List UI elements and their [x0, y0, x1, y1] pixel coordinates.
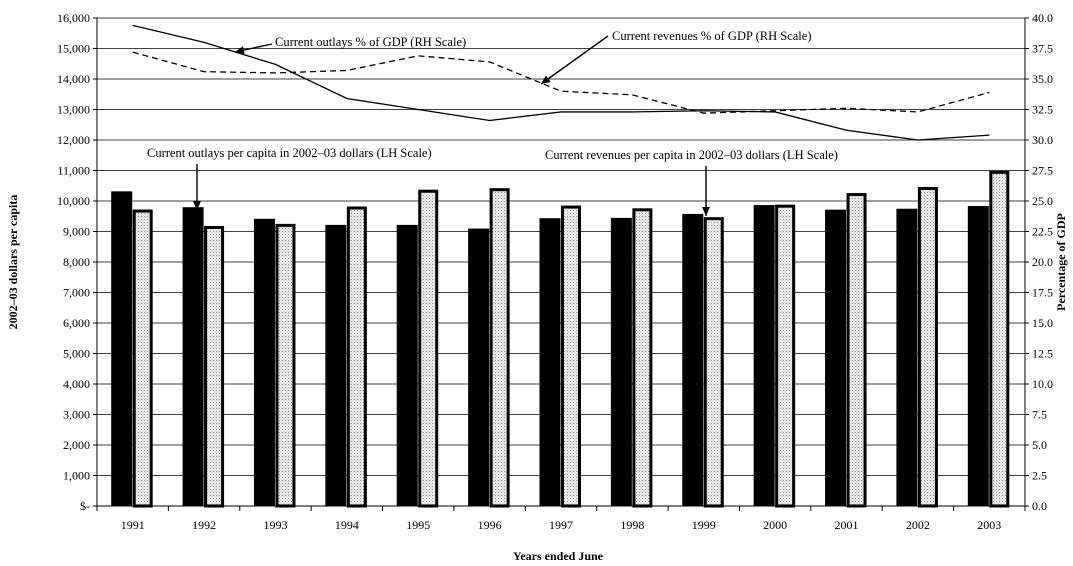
right-tick-label: 7.5: [1032, 408, 1047, 422]
left-tick-label: 1,000: [63, 469, 90, 483]
left-tick-label: 6,000: [63, 316, 90, 330]
left-tick-label: 15,000: [57, 42, 90, 56]
right-tick-label: 40.0: [1032, 11, 1053, 25]
left-tick-label: 14,000: [57, 72, 90, 86]
right-tick-label: 37.5: [1032, 42, 1053, 56]
annotation-arrow-head: [702, 207, 710, 216]
left-tick-label: 9,000: [63, 225, 90, 239]
line-outlays-pct-gdp: [132, 24, 990, 141]
annotation-arrow-head: [193, 201, 201, 210]
left-tick-label: 7,000: [63, 286, 90, 300]
right-tick-label: 2.5: [1032, 469, 1047, 483]
x-axis-title: Years ended June: [513, 549, 604, 563]
left-tick-label: 10,000: [57, 194, 90, 208]
annotation-arrow-head: [235, 46, 245, 55]
right-tick-label: 20.0: [1032, 255, 1053, 269]
bar-revenues-per-capita: [489, 188, 510, 508]
right-tick-label: 30.0: [1032, 133, 1053, 147]
x-tick-label: 2001: [835, 518, 859, 532]
left-tick-label: 8,000: [63, 255, 90, 269]
right-tick-label: 12.5: [1032, 347, 1053, 361]
annotation-label: Current outlays per capita in 2002–03 do…: [147, 146, 432, 160]
bar-outlays-per-capita: [967, 205, 989, 507]
x-tick-label: 1998: [620, 518, 644, 532]
annotation-label: Current outlays % of GDP (RH Scale): [275, 35, 466, 49]
bar-outlays-per-capita: [825, 209, 847, 507]
bar-revenues-per-capita: [418, 189, 439, 508]
bar-outlays-per-capita: [896, 208, 918, 507]
bar-outlays-per-capita: [396, 224, 418, 507]
x-tick-label: 1999: [692, 518, 716, 532]
right-tick-label: 10.0: [1032, 377, 1053, 391]
x-tick-label: 1994: [335, 518, 359, 532]
bar-outlays-per-capita: [682, 213, 704, 507]
bar-revenues-per-capita: [775, 204, 796, 508]
left-axis-title: 2002–03 dollars per capita: [6, 195, 20, 330]
bar-outlays-per-capita: [753, 205, 775, 507]
x-tick-label: 2000: [763, 518, 787, 532]
bars: [111, 170, 1010, 508]
bar-revenues-per-capita: [275, 223, 296, 508]
line-series: [132, 24, 990, 141]
bar-revenues-per-capita: [132, 209, 153, 508]
left-tick-label: 4,000: [63, 377, 90, 391]
left-tick-label: 3,000: [63, 408, 90, 422]
x-tick-label: 1991: [121, 518, 145, 532]
bar-outlays-per-capita: [182, 207, 204, 507]
bar-revenues-per-capita: [846, 193, 867, 508]
bar-revenues-per-capita: [561, 205, 581, 508]
left-tick-label: 16,000: [57, 11, 90, 25]
right-tick-label: 35.0: [1032, 72, 1053, 86]
annotation-label: Current revenues % of GDP (RH Scale): [612, 29, 811, 43]
right-tick-label: 17.5: [1032, 286, 1053, 300]
bar-outlays-per-capita: [325, 224, 347, 507]
axes: $- 1,000 2,000 3,000 4,000 5,000 6,000 7,000 8,0…: [57, 11, 1053, 532]
annotation-arrow-head: [541, 75, 551, 84]
x-tick-label: 1996: [478, 518, 502, 532]
bar-revenues-per-capita: [346, 206, 367, 508]
bar-outlays-per-capita: [253, 218, 275, 507]
x-tick-label: 1993: [263, 518, 287, 532]
x-tick-label: 1995: [406, 518, 430, 532]
x-tick-label: 2002: [906, 518, 930, 532]
bar-revenues-per-capita: [989, 170, 1010, 508]
right-tick-label: 5.0: [1032, 438, 1047, 452]
left-tick-label: 5,000: [63, 347, 90, 361]
right-tick-label: 27.5: [1032, 164, 1053, 178]
annotation-label: Current revenues per capita in 2002–03 d…: [545, 148, 838, 162]
bar-revenues-per-capita: [917, 186, 938, 508]
x-tick-label: 1997: [549, 518, 573, 532]
left-tick-label: 2,000: [63, 438, 90, 452]
left-tick-label: 12,000: [57, 133, 90, 147]
right-tick-label: 25.0: [1032, 194, 1053, 208]
bar-revenues-per-capita: [204, 226, 225, 508]
bar-outlays-per-capita: [539, 218, 561, 507]
x-tick-label: 2003: [977, 518, 1001, 532]
bar-outlays-per-capita: [610, 217, 632, 507]
right-tick-label: 32.5: [1032, 103, 1053, 117]
bar-outlays-per-capita: [468, 228, 490, 507]
x-tick-label: 1992: [192, 518, 216, 532]
left-tick-label: 11,000: [57, 164, 90, 178]
right-tick-label: 22.5: [1032, 225, 1053, 239]
right-axis-title: Percentage of GDP: [1054, 213, 1068, 311]
bar-revenues-per-capita: [632, 208, 653, 508]
right-tick-label: 0.0: [1032, 499, 1047, 513]
line-revenues-pct-gdp: [132, 51, 990, 114]
bar-outlays-per-capita: [111, 191, 133, 507]
right-tick-label: 15.0: [1032, 316, 1053, 330]
annotation-arrow-line: [540, 35, 609, 85]
bar-revenues-per-capita: [703, 217, 724, 508]
annotations: Current outlays % of GDP (RH Scale) Curre…: [147, 29, 838, 216]
left-tick-label: $-: [80, 499, 90, 513]
left-tick-label: 13,000: [57, 103, 90, 117]
